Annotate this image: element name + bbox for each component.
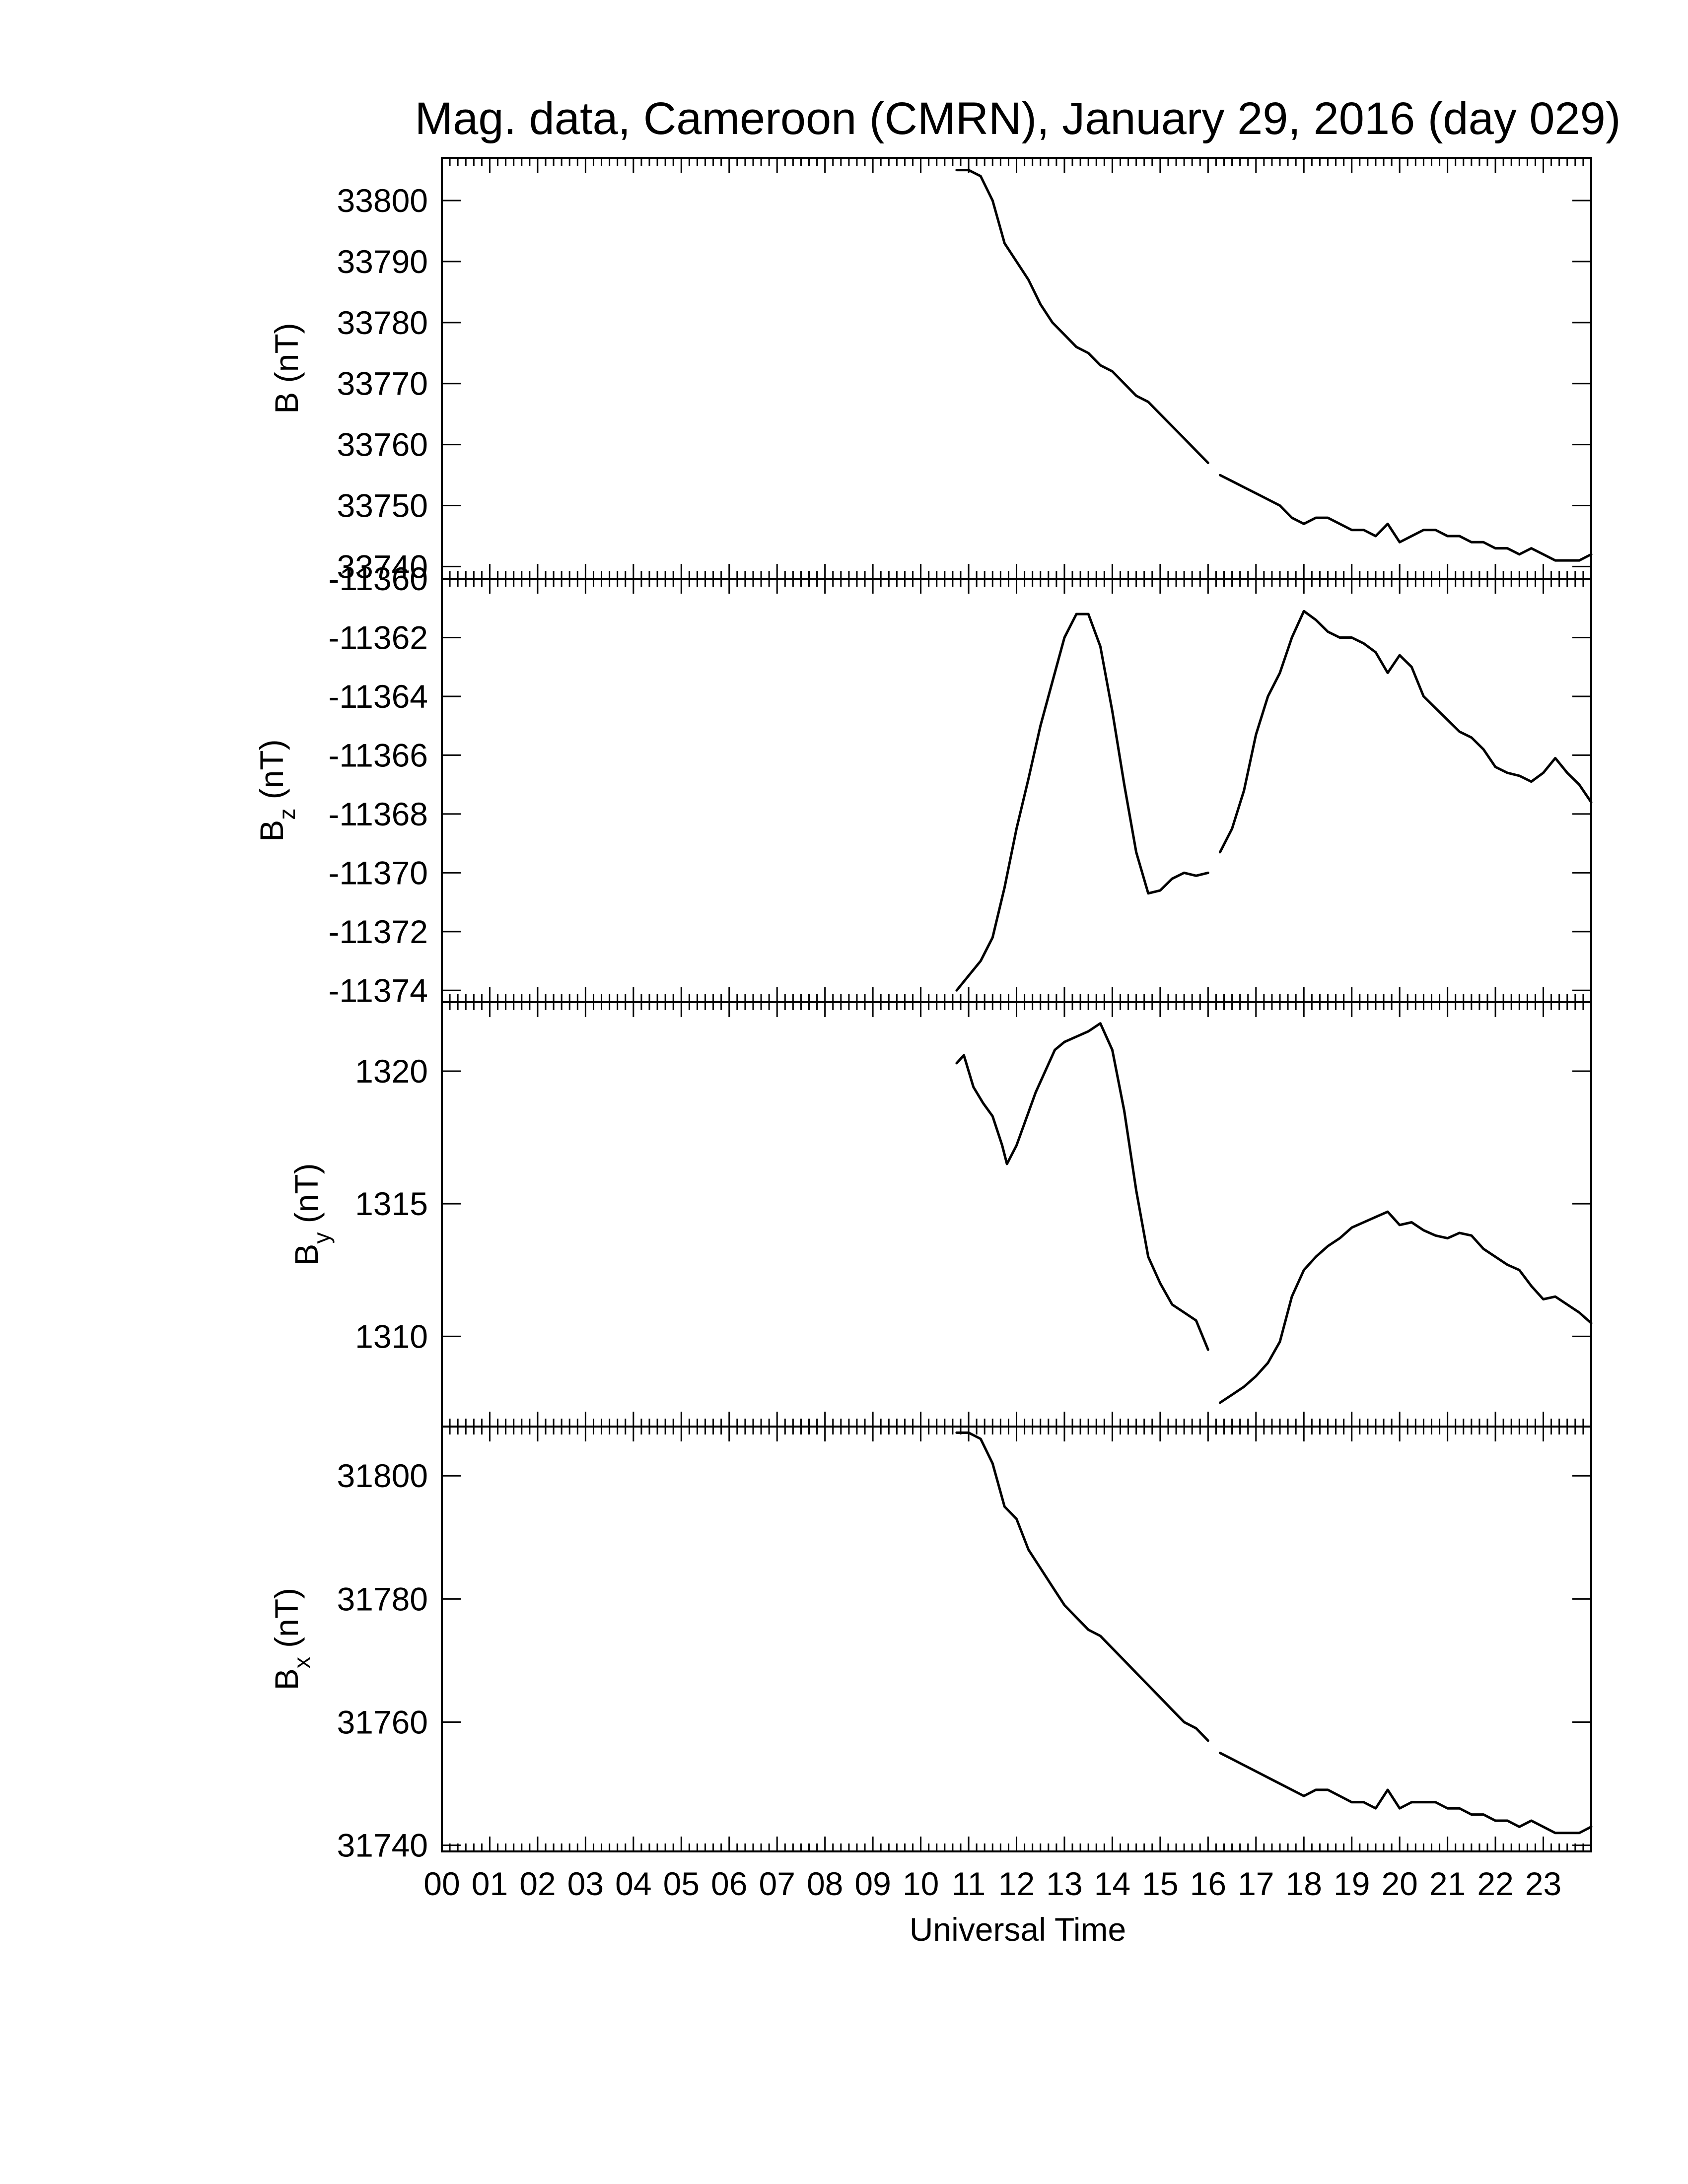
x-tick-label: 07 (759, 1865, 795, 1902)
y-axis-label-unit: (nT) (288, 1163, 325, 1232)
panel-frame-Bx (441, 1426, 1592, 1852)
y-axis-label-subscript: x (289, 1657, 315, 1668)
y-tick-label: -11372 (328, 913, 428, 950)
x-tick-label: 10 (903, 1865, 939, 1902)
series-line-Bz (1218, 610, 1593, 854)
panel-frame-Bz (441, 578, 1592, 1003)
x-tick-label: 17 (1238, 1865, 1274, 1902)
y-tick-label: 33800 (337, 182, 428, 219)
y-axis-label-unit: (nT) (253, 739, 290, 808)
x-tick-label: 16 (1190, 1865, 1226, 1902)
series-line-Bz (955, 613, 1209, 992)
panel-frame-By (441, 1001, 1592, 1428)
x-tick-label: 06 (711, 1865, 747, 1902)
panel-By: 1310 1315 1320 By (nT) (288, 1001, 1593, 1428)
x-tick-label: 13 (1046, 1865, 1082, 1902)
plot-panels: 33740 33750 33760 33770 33780 33790 33800 B (nT… (253, 157, 1593, 1902)
y-tick-label: 1320 (355, 1053, 428, 1090)
y-tick-label: 33790 (337, 243, 428, 280)
y-axis-label-subscript: z (274, 809, 300, 820)
x-tick-label: 22 (1477, 1865, 1513, 1902)
y-tick-label: 31760 (337, 1704, 428, 1740)
y-tick-label: 1310 (355, 1318, 428, 1355)
y-tick-label: -11360 (328, 560, 428, 597)
y-axis-label-main: B (268, 392, 305, 414)
x-tick-label: 18 (1286, 1865, 1322, 1902)
y-tick-label: 1315 (355, 1185, 428, 1222)
x-tick-label: 12 (998, 1865, 1035, 1902)
series-line-By (1218, 1210, 1593, 1404)
x-tick-label: 03 (567, 1865, 604, 1902)
x-tick-label: 23 (1525, 1865, 1561, 1902)
y-tick-label: -11362 (328, 619, 428, 656)
chart-title: Mag. data, Cameroon (CMRN), January 29, … (415, 93, 1621, 144)
panel-Bz: -11374 -11372 -11370 -11368 -11366 -11364 -113… (253, 560, 1593, 1009)
x-tick-label: 15 (1142, 1865, 1178, 1902)
x-tick-label: 00 (423, 1865, 460, 1902)
y-axis-label-main: B (268, 1668, 305, 1690)
panel-frame-B (441, 157, 1592, 580)
series-line-B (955, 169, 1209, 464)
panel-B: 33740 33750 33760 33770 33780 33790 33800 B (nT… (268, 157, 1593, 585)
y-axis-label-unit: (nT) (268, 323, 305, 392)
x-tick-label: 08 (807, 1865, 843, 1902)
series-line-Bx (955, 1431, 1209, 1742)
x-tick-label: 21 (1429, 1865, 1466, 1902)
y-tick-label: -11368 (328, 796, 428, 832)
y-axis-label-main: B (288, 1244, 325, 1266)
y-axis-label-Bz: Bz (nT) (253, 739, 300, 841)
x-tick-label: 14 (1094, 1865, 1130, 1902)
x-tick-label: 04 (615, 1865, 651, 1902)
y-axis-label-unit: (nT) (268, 1588, 305, 1657)
panel-Bx: 31740 31760 31780 31800 Bx (nT) 00 01 02 03 04 05 0… (268, 1426, 1593, 1902)
y-tick-label: 33760 (337, 426, 428, 463)
x-tick-label: 02 (519, 1865, 556, 1902)
x-tick-label: 05 (663, 1865, 700, 1902)
y-tick-label: 31740 (337, 1827, 428, 1864)
series-line-Bx (1218, 1752, 1593, 1835)
x-tick-label: 09 (854, 1865, 891, 1902)
y-tick-label: -11364 (328, 678, 428, 715)
x-tick-label: 20 (1381, 1865, 1417, 1902)
series-line-By (955, 1022, 1209, 1351)
y-axis-label-subscript: y (309, 1232, 335, 1244)
x-tick-label: 11 (952, 1865, 986, 1902)
y-tick-label: 33740 (337, 548, 428, 585)
y-tick-label: -11366 (328, 737, 428, 773)
y-axis-label-B: B (nT) (268, 323, 305, 413)
y-axis-label-By: By (nT) (288, 1163, 335, 1265)
x-axis-label: Universal Time (910, 1911, 1126, 1948)
series-line-B (1218, 474, 1593, 562)
y-tick-label: 31800 (337, 1457, 428, 1494)
y-tick-label: 33750 (337, 487, 428, 524)
y-tick-label: 33770 (337, 365, 428, 402)
y-tick-label: -11374 (328, 972, 428, 1009)
y-tick-label: 31780 (337, 1580, 428, 1617)
y-axis-label-main: B (253, 820, 290, 842)
y-tick-label: -11370 (328, 854, 428, 891)
x-tick-label: 19 (1334, 1865, 1370, 1902)
y-tick-label: 33780 (337, 304, 428, 341)
y-axis-label-Bx: Bx (nT) (268, 1588, 315, 1690)
x-tick-label: 01 (472, 1865, 508, 1902)
